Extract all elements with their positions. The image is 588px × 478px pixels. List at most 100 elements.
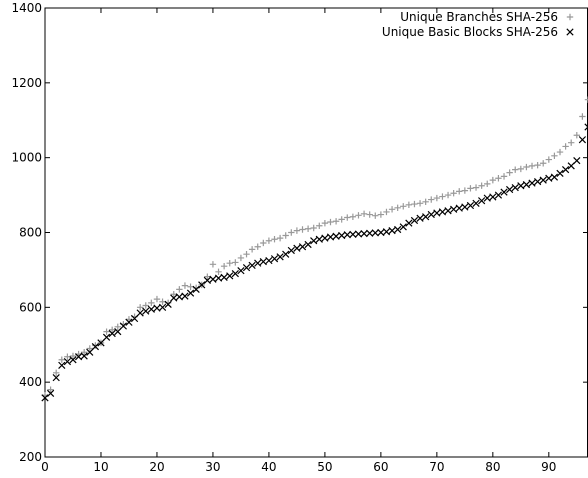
data-point-cross xyxy=(394,225,402,234)
data-point-plus xyxy=(388,206,396,213)
data-point-cross xyxy=(427,210,435,219)
data-point-cross xyxy=(528,179,536,187)
data-point-plus xyxy=(562,143,569,150)
data-point-cross xyxy=(366,229,374,237)
data-point-plus xyxy=(237,254,245,262)
data-point-cross xyxy=(254,259,262,267)
data-point-cross xyxy=(450,205,458,213)
data-point-plus xyxy=(338,216,345,223)
data-point-plus xyxy=(226,259,233,267)
data-point-plus xyxy=(153,295,161,303)
data-point-plus xyxy=(114,323,121,330)
y-tick-label: 200 xyxy=(19,450,42,464)
data-point-cross xyxy=(80,352,88,360)
y-tick-label: 1200 xyxy=(11,76,42,90)
data-point-cross xyxy=(186,289,195,297)
x-tick-label: 70 xyxy=(429,460,444,474)
data-point-plus xyxy=(58,356,65,363)
data-point-cross xyxy=(203,276,211,285)
data-point-plus xyxy=(108,326,116,333)
data-point-cross xyxy=(181,292,189,300)
data-point-cross xyxy=(500,188,508,196)
data-point-cross xyxy=(422,213,430,221)
y-tick-label: 600 xyxy=(19,300,42,314)
data-point-plus xyxy=(579,113,586,120)
data-point-cross xyxy=(86,348,94,356)
x-tick-label: 10 xyxy=(93,460,108,474)
axes: 200 400 600 800 1000 1200 1400 0 10 20 30 40 50 60 70 8… xyxy=(11,1,588,474)
data-point-cross xyxy=(58,361,66,369)
data-point-cross xyxy=(517,182,525,190)
data-point-cross xyxy=(209,275,217,283)
data-point-cross xyxy=(506,185,514,194)
data-point-plus xyxy=(344,214,351,221)
data-point-plus xyxy=(528,162,536,170)
data-point-plus xyxy=(512,166,519,173)
data-point-plus xyxy=(304,225,312,232)
data-point-plus xyxy=(254,243,261,250)
data-point-plus xyxy=(517,165,525,173)
data-point-plus xyxy=(478,182,485,189)
data-point-plus xyxy=(433,194,441,202)
data-point-plus xyxy=(136,304,144,311)
x-tick-label: 50 xyxy=(317,460,332,474)
data-point-cross xyxy=(220,273,228,282)
legend-marker-plus xyxy=(566,13,574,21)
data-point-cross xyxy=(461,203,469,211)
data-point-cross xyxy=(438,208,447,216)
x-tick-label: 60 xyxy=(373,460,388,474)
data-point-plus xyxy=(568,139,575,146)
data-point-cross xyxy=(102,333,111,341)
data-point-cross xyxy=(405,219,413,227)
x-tick-label: 40 xyxy=(261,460,276,474)
data-point-cross xyxy=(478,197,486,205)
data-point-cross xyxy=(46,389,55,398)
data-point-plus xyxy=(377,211,385,218)
y-tick-label: 1400 xyxy=(11,1,42,15)
data-point-cross xyxy=(433,209,441,217)
data-point-cross xyxy=(170,294,178,302)
y-tick-label: 1000 xyxy=(11,151,42,165)
data-point-cross xyxy=(242,264,251,272)
data-point-plus xyxy=(523,163,530,171)
data-point-cross xyxy=(282,250,290,258)
data-point-plus xyxy=(243,251,250,258)
data-point-plus xyxy=(215,268,222,275)
data-series xyxy=(41,96,588,402)
data-point-cross xyxy=(466,201,475,210)
data-point-plus xyxy=(220,262,228,270)
data-point-cross xyxy=(371,229,379,237)
data-point-cross xyxy=(416,214,424,222)
data-point-plus xyxy=(428,196,435,203)
data-point-plus xyxy=(271,236,278,243)
data-point-cross xyxy=(399,223,407,231)
data-point-plus xyxy=(299,226,306,233)
data-point-plus xyxy=(456,188,463,195)
data-point-plus xyxy=(484,180,491,188)
data-point-cross xyxy=(472,199,480,207)
data-point-cross xyxy=(315,235,323,243)
data-point-plus xyxy=(372,212,379,219)
data-point-cross xyxy=(573,157,581,165)
data-point-cross xyxy=(259,258,267,266)
data-point-cross xyxy=(578,136,587,144)
data-point-plus xyxy=(366,211,373,218)
legend-label: Unique Basic Blocks SHA-256 xyxy=(382,25,558,39)
data-point-plus xyxy=(444,191,452,199)
series-1 xyxy=(41,123,588,402)
data-point-cross xyxy=(444,207,452,215)
data-point-plus xyxy=(103,328,110,335)
data-point-cross xyxy=(130,314,139,323)
data-point-cross xyxy=(270,255,279,263)
data-point-cross xyxy=(164,300,172,308)
legend-label: Unique Branches SHA-256 xyxy=(400,10,558,24)
data-point-plus xyxy=(472,184,480,191)
data-point-cross xyxy=(360,229,368,238)
x-tick-label: 20 xyxy=(149,460,164,474)
legend-marker-cross xyxy=(566,28,574,36)
x-tick-label: 0 xyxy=(41,460,49,474)
data-point-cross xyxy=(91,342,100,351)
data-point-cross xyxy=(142,307,150,315)
